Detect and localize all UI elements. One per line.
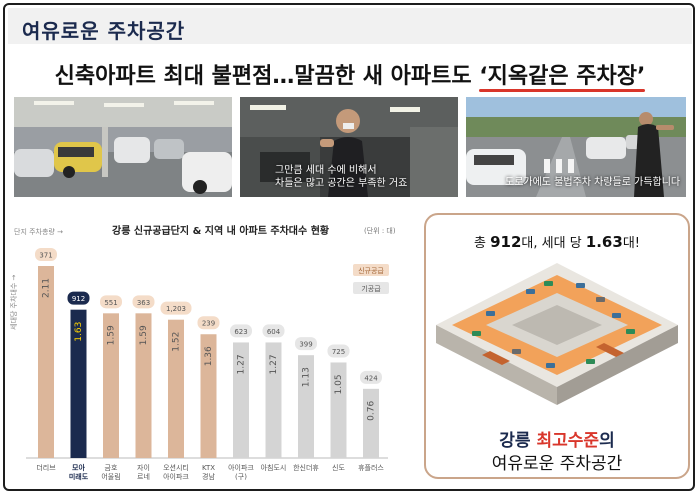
photo-interview: 그만큼 세대 수에 비해서 차들은 많고 공간은 부족한 거죠 xyxy=(240,97,458,197)
total-pill-4 xyxy=(160,301,192,315)
category-label-3-1: 르네 xyxy=(137,472,150,481)
photo-caption-3: 도로가에도 불법주차 차량들로 가득합니다 xyxy=(505,177,681,188)
top-axis-note: 단지 주차총량 → xyxy=(14,228,63,236)
callout-title: 강릉 최고수준의 xyxy=(426,426,688,451)
callout-top-suffix: 대! xyxy=(622,236,640,251)
total-label-6: 623 xyxy=(234,328,247,336)
street-parking-photo xyxy=(466,97,686,197)
bar-value-label-3: 1.59 xyxy=(139,325,149,345)
callout-box: 총 912대, 세대 당 1.63대! xyxy=(424,213,690,479)
bar-1 xyxy=(70,309,87,458)
total-label-1: 912 xyxy=(72,295,85,303)
bar-value-label-10: 0.76 xyxy=(367,401,377,421)
legend-swatch-1 xyxy=(353,282,389,294)
interview-photo xyxy=(240,97,458,197)
bar-value-label-2: 1.59 xyxy=(107,325,117,345)
category-label-4-0: 오션시티 xyxy=(163,463,189,472)
category-label-6-1: (구) xyxy=(235,473,247,481)
bar-0 xyxy=(38,266,54,458)
category-label-4-1: 아이파크 xyxy=(163,472,189,481)
category-label-0-0: 더리브 xyxy=(36,463,56,472)
bar-6 xyxy=(233,342,249,458)
callout-top-mid: 대, 세대 당 xyxy=(521,236,586,251)
category-label-8-0: 한신더휴 xyxy=(293,463,319,472)
callout-title-suffix: 의 xyxy=(599,431,615,451)
category-label-9-0: 신도 xyxy=(332,463,345,472)
bar-10 xyxy=(363,388,379,458)
bar-value-label-6: 1.27 xyxy=(237,354,247,374)
total-pill-0 xyxy=(35,248,57,261)
category-label-3-0: 자이 xyxy=(137,463,150,472)
callout-title-red: 최고수준 xyxy=(536,431,600,451)
photo-caption-2-line1: 그만큼 세대 수에 비해서 xyxy=(275,165,377,176)
total-label-8: 399 xyxy=(299,341,312,349)
bar-5 xyxy=(200,334,217,458)
total-label-4: 1,203 xyxy=(166,305,186,313)
page-frame xyxy=(3,3,695,491)
headline-emphasis: ‘지옥같은 주차장’ xyxy=(479,64,646,89)
total-pill-1 xyxy=(67,291,90,305)
total-pill-2 xyxy=(100,295,122,309)
callout-subtitle: 여유로운 주차공간 xyxy=(491,454,623,474)
total-label-5: 239 xyxy=(202,320,215,328)
bar-9 xyxy=(330,362,347,458)
bar-7 xyxy=(265,342,282,458)
legend-label-1: 기공급 xyxy=(361,284,381,293)
parking-lot-photo-1 xyxy=(14,97,232,197)
headline: 신축아파트 최대 불편점…말끔한 새 아파트도 ‘지옥같은 주차장’ xyxy=(0,58,700,90)
bar-value-label-7: 1.27 xyxy=(269,354,279,374)
category-label-6-0: 아이파크 xyxy=(228,463,254,472)
bar-3 xyxy=(135,313,152,458)
total-pill-8 xyxy=(295,337,317,351)
bar-8 xyxy=(298,355,314,458)
bar-value-label-0: 2.11 xyxy=(42,278,52,298)
callout-headline: 총 912대, 세대 당 1.63대! xyxy=(426,232,688,251)
callout-top-prefix: 총 xyxy=(474,236,491,251)
bar-2 xyxy=(103,313,119,458)
headline-prefix: 신축아파트 최대 불편점…말끔한 새 아파트도 xyxy=(54,64,480,89)
callout-per-household-value: 1.63 xyxy=(585,233,623,251)
legend-swatch-0 xyxy=(353,264,389,276)
category-label-1-0: 모아 xyxy=(72,463,85,472)
legend-label-0: 신규공급 xyxy=(358,266,384,275)
total-pill-7 xyxy=(262,324,285,338)
photo-caption-2: 그만큼 세대 수에 비해서 차들은 많고 공간은 부족한 거죠 xyxy=(272,163,410,191)
photo-caption-2-line2: 차들은 많고 공간은 부족한 거죠 xyxy=(275,178,408,189)
bar-value-label-8: 1.13 xyxy=(302,367,312,387)
total-label-7: 604 xyxy=(267,328,281,336)
total-label-0: 371 xyxy=(39,252,52,260)
bar-4 xyxy=(168,319,184,458)
bar-value-label-5: 1.36 xyxy=(204,346,214,366)
category-label-1-1: 미래도 xyxy=(69,472,89,481)
bar-value-label-1: 1.63 xyxy=(74,322,84,342)
header-title: 여유로운 주차공간 xyxy=(22,19,186,43)
total-label-3: 363 xyxy=(137,299,150,307)
total-pill-6 xyxy=(230,324,252,338)
callout-total-value: 912 xyxy=(490,233,522,251)
photo-parking-lot-1 xyxy=(14,97,232,197)
parking-lot-illustration xyxy=(436,263,678,405)
bar-value-label-4: 1.52 xyxy=(172,332,182,352)
category-label-2-0: 금호 xyxy=(105,464,118,472)
category-label-2-1: 어울림 xyxy=(101,472,120,481)
header-bar: 여유로운 주차공간 xyxy=(8,8,692,44)
category-label-7-0: 아침도시 xyxy=(261,463,287,472)
total-pill-3 xyxy=(132,295,155,309)
total-label-10: 424 xyxy=(364,374,378,382)
callout-title-navy: 강릉 xyxy=(499,431,537,451)
category-label-5-1: 경남 xyxy=(202,472,215,481)
total-pill-9 xyxy=(327,344,350,358)
total-pill-10 xyxy=(360,370,382,384)
total-label-9: 725 xyxy=(332,348,345,356)
total-label-2: 551 xyxy=(104,299,117,307)
chart-unit: (단위 : 대) xyxy=(364,227,396,235)
bar-value-label-9: 1.05 xyxy=(334,374,344,394)
photo-street-parking: 도로가에도 불법주차 차량들로 가득합니다 xyxy=(466,97,686,197)
category-label-5-0: KTX xyxy=(202,464,215,472)
chart-title: 강릉 신규공급단지 & 지역 내 아파트 주차대수 현황 xyxy=(112,226,330,237)
category-label-10-0: 휴플러스 xyxy=(358,463,384,472)
total-pill-5 xyxy=(197,316,220,330)
